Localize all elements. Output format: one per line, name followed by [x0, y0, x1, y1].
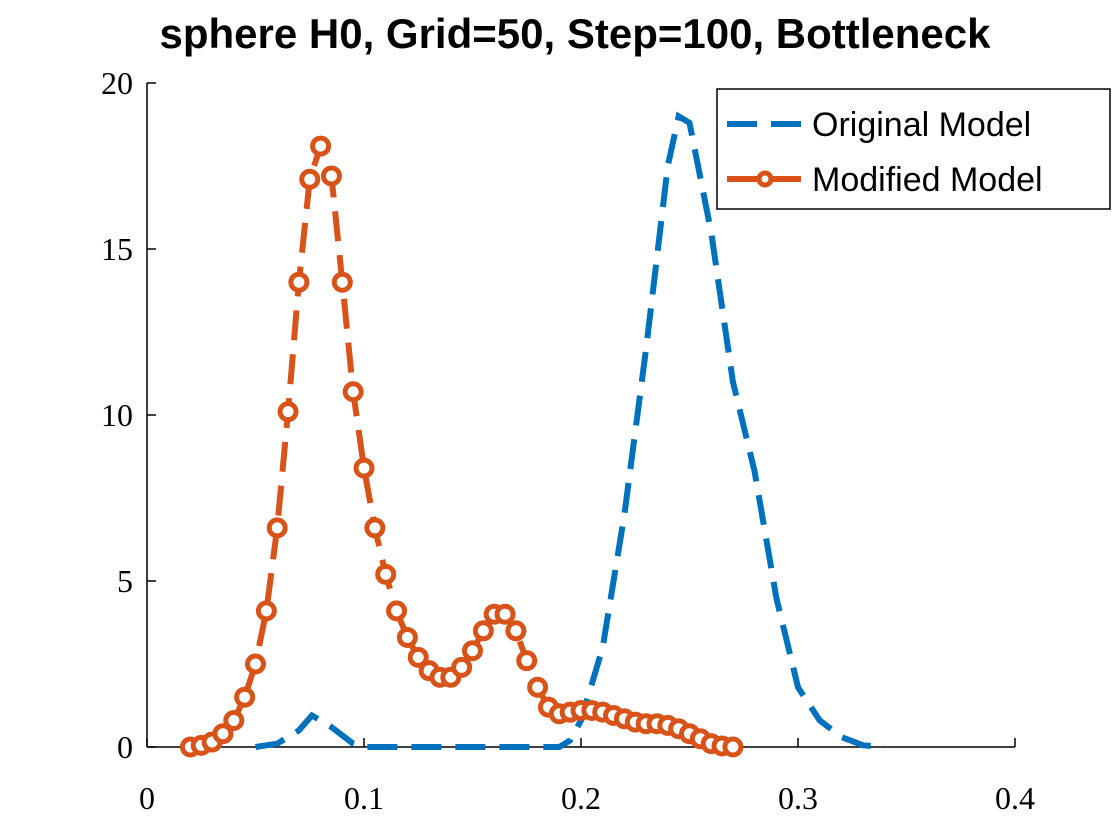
marker — [353, 457, 375, 479]
marker — [505, 620, 527, 642]
marker — [527, 676, 549, 698]
marker — [245, 653, 266, 675]
marker — [396, 626, 418, 648]
marker — [331, 271, 353, 293]
marker — [223, 709, 245, 731]
legend-label: Modified Model — [812, 161, 1043, 199]
marker — [234, 686, 256, 708]
marker — [375, 563, 397, 585]
marker — [255, 600, 277, 622]
chart-title: sphere H0, Grid=50, Step=100, Bottleneck — [159, 10, 991, 57]
marker — [472, 620, 494, 642]
x-tick-label: 0 — [139, 780, 155, 816]
marker — [266, 517, 288, 539]
marker — [277, 401, 299, 423]
marker — [407, 646, 429, 668]
marker — [364, 517, 386, 539]
y-tick-label: 5 — [117, 563, 133, 599]
marker — [516, 650, 538, 672]
marker — [342, 381, 364, 403]
marker — [299, 168, 321, 190]
marker — [310, 135, 332, 157]
x-tick-label: 0.4 — [995, 780, 1035, 816]
y-tick-label: 15 — [101, 231, 133, 267]
marker — [494, 603, 516, 625]
legend-box — [716, 88, 1111, 210]
marker — [451, 656, 473, 678]
series-line — [255, 111, 886, 750]
y-tick-label: 20 — [101, 65, 133, 101]
marker — [212, 723, 234, 745]
x-tick-label: 0.2 — [561, 780, 601, 816]
marker — [462, 640, 483, 662]
marker — [386, 600, 408, 622]
marker — [722, 736, 744, 758]
marker — [320, 165, 342, 187]
marker — [288, 271, 310, 293]
x-tick-label: 0.1 — [344, 780, 384, 816]
x-tick-label: 0.3 — [778, 780, 818, 816]
y-tick-label: 10 — [101, 397, 133, 433]
legend-label: Original Model — [812, 106, 1031, 144]
legend-marker — [756, 170, 774, 188]
y-tick-label: 0 — [117, 729, 133, 765]
